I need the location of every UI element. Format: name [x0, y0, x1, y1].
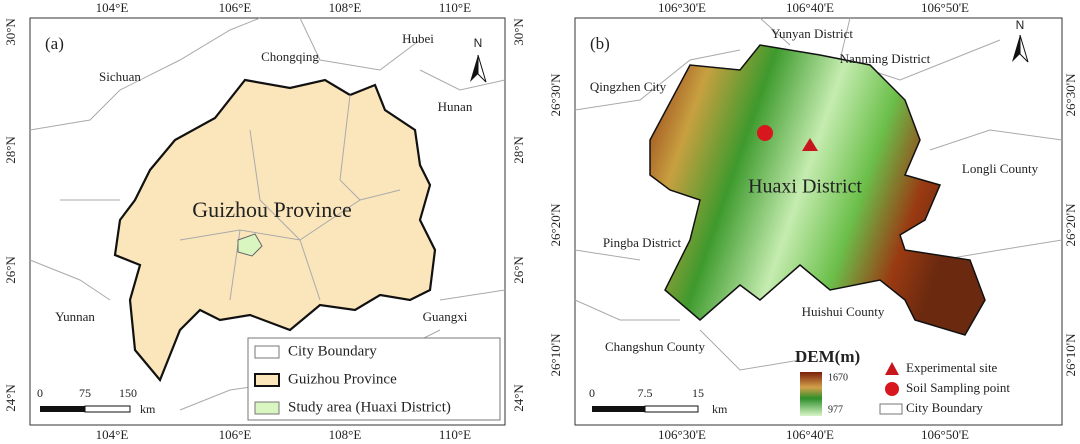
- lon-tick-label: 106°50'E: [921, 0, 969, 15]
- lon-tick-label: 110°E: [439, 427, 471, 442]
- lon-tick-label: 108°E: [329, 0, 362, 15]
- lon-tick-label: 106°E: [219, 0, 252, 15]
- panel-label: (b): [590, 34, 610, 53]
- place-label: Hubei: [402, 31, 434, 46]
- panel-a: [29, 17, 506, 426]
- region-label: Huaxi District: [748, 176, 862, 198]
- legend-label: Study area (Huaxi District): [288, 399, 451, 415]
- lon-tick-label: 110°E: [439, 0, 471, 15]
- lon-tick-label: 106°30'E: [658, 427, 706, 442]
- lat-tick-label: 24°N: [3, 384, 18, 412]
- dem-title: DEM(m): [795, 347, 860, 366]
- scale-label: 0: [37, 386, 43, 400]
- north-arrow: [1012, 35, 1020, 62]
- place-label: Changshun County: [605, 339, 706, 354]
- north-arrow: [470, 55, 478, 82]
- place-label: Longli County: [962, 161, 1039, 176]
- lat-tick-label: 26°10'N: [548, 333, 563, 377]
- lat-tick-label: 26°20'N: [1063, 203, 1078, 247]
- legend-circle: [885, 382, 899, 396]
- place-label: Guangxi: [423, 309, 468, 324]
- scale-label: 150: [119, 386, 137, 400]
- lon-tick-label: 104°E: [96, 427, 129, 442]
- lat-tick-label: 26°N: [3, 256, 18, 284]
- scale-label: 0: [589, 386, 595, 400]
- boundary: [29, 17, 506, 411]
- lon-tick-label: 106°40'E: [786, 427, 834, 442]
- lon-tick-label: 104°E: [96, 0, 129, 15]
- scale-bar: [592, 406, 645, 412]
- lon-tick-label: 106°30'E: [658, 0, 706, 15]
- north-arrow: [1019, 34, 1029, 63]
- legend-box: [247, 337, 501, 421]
- place-label: Chongqing: [261, 49, 319, 64]
- north-arrow: [477, 54, 487, 83]
- scale-label: 15: [692, 386, 704, 400]
- city-boundary: [179, 94, 401, 301]
- study-area: [237, 233, 263, 257]
- dem-max: 1670: [828, 372, 848, 383]
- place-label: Qingzhen City: [590, 79, 667, 94]
- scale-label: km: [140, 402, 156, 416]
- panel-label: (a): [45, 34, 64, 53]
- lat-tick-label: 26°30'N: [548, 73, 563, 117]
- lon-tick-label: 106°E: [219, 427, 252, 442]
- scale-bar: [84, 405, 131, 413]
- legend-swatch: [254, 373, 280, 387]
- sampling-point: [757, 125, 773, 141]
- legend-swatch: [879, 403, 903, 415]
- lon-tick-label: 108°E: [329, 427, 362, 442]
- lat-tick-label: 30°N: [3, 18, 18, 46]
- province: [113, 78, 437, 383]
- legend-swatch: [254, 401, 280, 415]
- dem-min: 977: [828, 404, 843, 415]
- place-label: Nanming District: [840, 51, 931, 66]
- legend-label: Soil Sampling point: [906, 380, 1010, 395]
- lat-tick-label: 26°N: [511, 256, 526, 284]
- scale-label: km: [712, 402, 728, 416]
- legend-label: City Boundary: [906, 400, 983, 415]
- dem-area: [649, 44, 986, 336]
- lon-tick-label: 106°50'E: [921, 427, 969, 442]
- lat-tick-label: 28°N: [3, 136, 18, 164]
- legend-label: City Boundary: [288, 343, 377, 359]
- north-label: N: [474, 36, 483, 50]
- panel-b: [574, 17, 1063, 426]
- legend-swatch: [254, 345, 280, 359]
- lat-tick-label: 30°N: [511, 18, 526, 46]
- lat-tick-label: 26°20'N: [548, 203, 563, 247]
- lat-tick-label: 24°N: [511, 384, 526, 412]
- experimental-site: [802, 138, 818, 151]
- north-label: N: [1016, 18, 1025, 32]
- scale-bar: [644, 405, 699, 413]
- legend-label: Experimental site: [906, 360, 998, 375]
- legend-triangle: [885, 362, 899, 375]
- place-label: Yunyan District: [771, 26, 853, 41]
- dem-colorbar: [800, 372, 822, 416]
- place-label: Pingba District: [603, 235, 682, 250]
- boundary: [574, 17, 1063, 371]
- lat-tick-label: 26°30'N: [1063, 73, 1078, 117]
- place-label: Huishui County: [802, 304, 885, 319]
- lat-tick-label: 28°N: [511, 136, 526, 164]
- scale-bar: [40, 406, 85, 412]
- legend-label: Guizhou Province: [288, 371, 397, 387]
- scale-label: 75: [79, 386, 91, 400]
- region-label: Guizhou Province: [192, 197, 351, 222]
- place-label: Hunan: [438, 99, 473, 114]
- lat-tick-label: 26°10'N: [1063, 333, 1078, 377]
- scale-label: 7.5: [638, 386, 653, 400]
- place-label: Yunnan: [55, 309, 95, 324]
- lon-tick-label: 106°40'E: [786, 0, 834, 15]
- place-label: Sichuan: [99, 69, 141, 84]
